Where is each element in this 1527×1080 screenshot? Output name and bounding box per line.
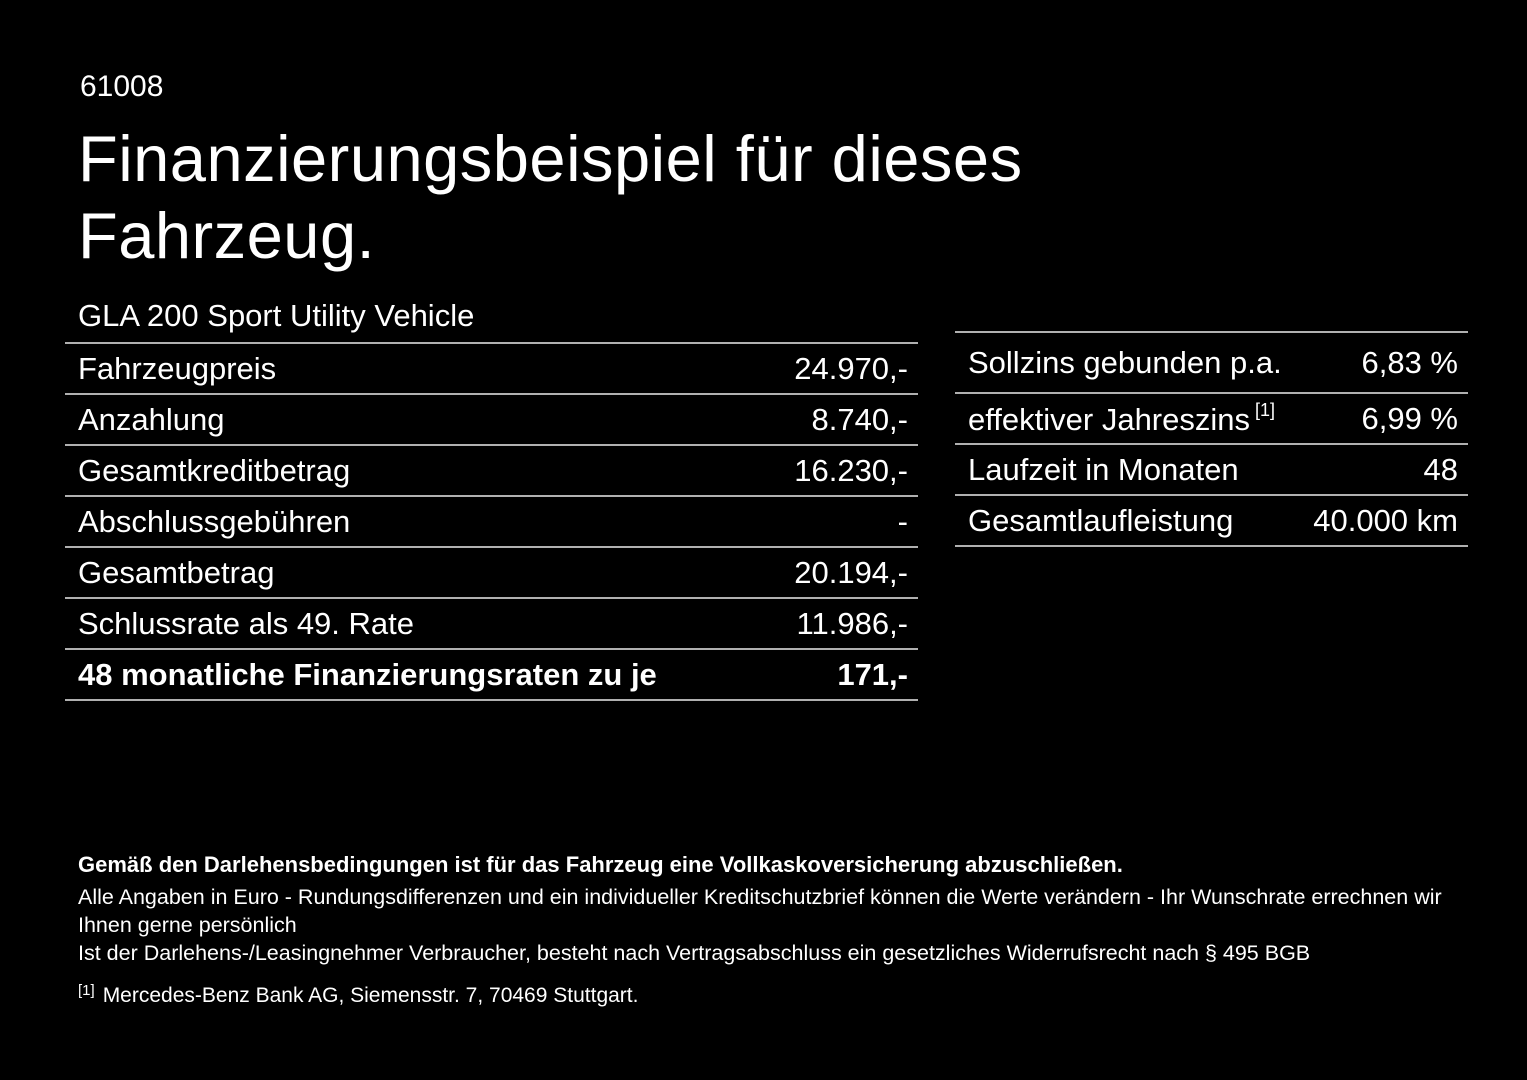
footnote-marker: [1] xyxy=(78,982,95,999)
table-row-sollzins: Sollzins gebunden p.a. 6,83 % xyxy=(955,331,1468,392)
conditions-table: Sollzins gebunden p.a. 6,83 % effektiver… xyxy=(955,331,1468,547)
table-row-schlussrate: Schlussrate als 49. Rate 11.986,- xyxy=(65,597,918,648)
row-value: 48 xyxy=(1423,451,1458,487)
row-label: Laufzeit in Monaten xyxy=(968,451,1239,487)
row-label: Schlussrate als 49. Rate xyxy=(78,605,415,641)
table-row-anzahlung: Anzahlung 8.740,- xyxy=(65,393,918,444)
page-title-line-1: Finanzierungsbeispiel für dieses xyxy=(78,122,1023,195)
row-label: Abschlussgebühren xyxy=(78,503,351,539)
table-row-effektiver-jahreszins: effektiver Jahreszins [1] 6,99 % xyxy=(955,392,1468,443)
table-row-fahrzeugpreis: Fahrzeugpreis 24.970,- xyxy=(65,342,918,393)
footer-insurance-notice: Gemäß den Darlehensbedingungen ist für d… xyxy=(78,852,1123,877)
page-title: Finanzierungsbeispiel für dieses Fahrzeu… xyxy=(78,120,1023,274)
table-row-gesamtlaufleistung: Gesamtlaufleistung 40.000 km xyxy=(955,494,1468,545)
legal-footer: Gemäß den Darlehensbedingungen ist für d… xyxy=(78,851,1468,1009)
row-label: 48 monatliche Finanzierungsraten zu je xyxy=(78,656,657,692)
row-label: Sollzins gebunden p.a. xyxy=(968,344,1282,380)
footnote-text: Mercedes-Benz Bank AG, Siemensstr. 7, 70… xyxy=(102,984,639,1007)
table-row-abschlussgebuehren: Abschlussgebühren - xyxy=(65,495,918,546)
row-label-text: effektiver Jahreszins xyxy=(968,401,1250,437)
row-label: Fahrzeugpreis xyxy=(78,350,277,386)
footer-disclaimer-widerruf: Ist der Darlehens-/Leasingnehmer Verbrau… xyxy=(78,941,1311,965)
row-label: Anzahlung xyxy=(78,401,225,437)
footer-disclaimer-euro: Alle Angaben in Euro - Rundungsdifferenz… xyxy=(78,885,1442,937)
row-value: 16.230,- xyxy=(794,452,908,488)
table-row-gesamtbetrag: Gesamtbetrag 20.194,- xyxy=(65,546,918,597)
footnote-reference: [1] xyxy=(1255,399,1276,420)
footer-footnote: [1] Mercedes-Benz Bank AG, Siemensstr. 7,… xyxy=(78,978,1468,1009)
row-value: 171,- xyxy=(837,656,908,692)
table-row-laufzeit: Laufzeit in Monaten 48 xyxy=(955,443,1468,494)
row-value: 24.970,- xyxy=(794,350,908,386)
row-label: Gesamtbetrag xyxy=(78,554,275,590)
row-label: Gesamtlaufleistung xyxy=(968,502,1234,538)
page-title-line-2: Fahrzeug. xyxy=(78,199,376,272)
row-value: 40.000 km xyxy=(1313,502,1458,538)
row-value: 11.986,- xyxy=(796,605,908,641)
financing-table: Fahrzeugpreis 24.970,- Anzahlung 8.740,-… xyxy=(65,342,918,701)
row-value: - xyxy=(897,503,908,539)
row-value: 6,99 % xyxy=(1361,400,1458,436)
row-value: 8.740,- xyxy=(811,401,908,437)
table-row-monatsrate: 48 monatliche Finanzierungsraten zu je 1… xyxy=(65,648,918,699)
row-label: effektiver Jahreszins [1] xyxy=(968,400,1275,438)
table-row-gesamtkreditbetrag: Gesamtkreditbetrag 16.230,- xyxy=(65,444,918,495)
row-value: 6,83 % xyxy=(1361,344,1458,380)
vehicle-model-name: GLA 200 Sport Utility Vehicle xyxy=(78,298,475,333)
row-value: 20.194,- xyxy=(794,554,908,590)
row-label: Gesamtkreditbetrag xyxy=(78,452,351,488)
page-code: 61008 xyxy=(80,70,164,103)
